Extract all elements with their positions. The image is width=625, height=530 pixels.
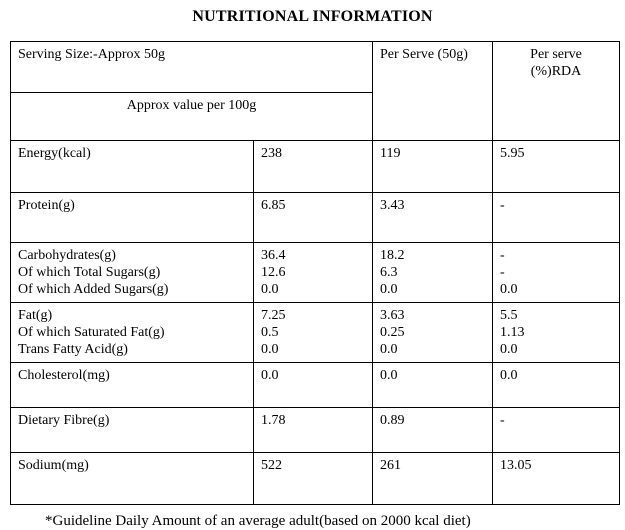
per-serve-value-cell: 3.63 0.25 0.0 [372,302,494,363]
per-100g-value-cell: 1.78 [252,407,374,453]
cell-line: - [500,248,505,263]
header-per-serve-rda-line1: Per serve [530,47,582,62]
per-100g-value-cell: 6.85 [252,192,374,243]
cell-line: Sodium(mg) [18,458,89,473]
nutrient-label-cell: Fat(g) Of which Saturated Fat(g) Trans Fat… [10,302,254,363]
cell-line: 261 [380,458,402,473]
nutrient-label-cell: Carbohydrates(g) Of which Total Sugars(g)… [10,242,254,303]
per-serve-value-cell: 18.2 6.3 0.0 [372,242,494,303]
per-100g-value-cell: 522 [252,452,374,505]
cell-line: 522 [261,458,282,473]
header-approx-value-per-100g: Approx value per 100g [9,92,374,141]
cell-line: - [500,265,505,280]
footnote: *Guideline Daily Amount of an average ad… [45,513,471,529]
cell-line: 119 [380,146,401,161]
header-per-serve-rda-line2: (%)RDA [530,64,582,79]
table-header: Serving Size:-Approx 50g Per Serve (50g)… [9,41,621,141]
cell-line: 1.78 [261,413,286,428]
cell-line: Of which Saturated Fat(g) [18,325,165,340]
header-serving-size: Serving Size:-Approx 50g [9,41,374,93]
cell-line: 0.0 [380,282,398,297]
nutrient-label-cell: Sodium(mg) [10,452,254,505]
cell-line: 5.5 [500,308,518,323]
rda-percent-value-cell: 0.0 [492,362,621,408]
cell-line: Dietary Fibre(g) [18,413,110,428]
rda-percent-value-cell: 13.05 [492,452,621,505]
nutrient-label-cell: Dietary Fibre(g) [10,407,254,453]
cell-line: 36.4 [261,248,286,263]
per-100g-value-cell: 7.25 0.5 0.0 [252,302,374,363]
cell-line: 0.0 [500,342,518,357]
table-body: Energy(kcal) 238 119 5.95 Protein(g) 6.85 3.43… [10,140,621,505]
cell-line: 0.0 [261,342,279,357]
cell-line: 0.0 [500,282,518,297]
cell-line: Energy(kcal) [18,146,91,161]
rda-percent-value-cell: 5.95 [492,140,621,193]
cell-line: 0.5 [261,325,279,340]
cell-line: 0.0 [261,282,279,297]
per-serve-value-cell: 119 [372,140,494,193]
nutrient-label-cell: Cholesterol(mg) [10,362,254,408]
cell-line: Of which Total Sugars(g) [18,265,161,280]
cell-line: Of which Added Sugars(g) [18,282,169,297]
per-serve-value-cell: 3.43 [372,192,494,243]
header-row-1: Serving Size:-Approx 50g Per Serve (50g)… [9,41,621,141]
table-row: Fat(g) Of which Saturated Fat(g) Trans Fat… [10,302,621,363]
table-row: Carbohydrates(g) Of which Total Sugars(g)… [10,242,621,303]
rda-percent-value-cell: - - 0.0 [492,242,621,303]
cell-line: 0.0 [500,368,518,383]
cell-line: 6.85 [261,198,286,213]
nutrition-table: Serving Size:-Approx 50g Per Serve (50g)… [9,41,621,505]
cell-line: - [500,413,505,428]
cell-line: Trans Fatty Acid(g) [18,342,128,357]
per-serve-value-cell: 0.0 [372,362,494,408]
cell-line: 3.43 [380,198,405,213]
cell-line: 0.89 [380,413,405,428]
cell-line: 1.13 [500,325,525,340]
rda-percent-value-cell: - [492,192,621,243]
per-100g-value-cell: 36.4 12.6 0.0 [252,242,374,303]
cell-line: 238 [261,146,282,161]
page-title: NUTRITIONAL INFORMATION [192,8,433,25]
cell-line: Carbohydrates(g) [18,248,116,263]
per-100g-value-cell: 0.0 [252,362,374,408]
rda-percent-value-cell: - [492,407,621,453]
cell-line: 18.2 [380,248,405,263]
header-row-2: Approx value per 100g [9,92,620,141]
cell-line: 3.63 [380,308,405,323]
cell-line: 6.3 [380,265,398,280]
per-serve-value-cell: 261 [372,452,494,505]
header-per-serve: Per Serve (50g) [372,41,494,141]
cell-line: 13.05 [500,458,532,473]
table-row: Energy(kcal) 238 119 5.95 [10,140,621,193]
cell-line: 12.6 [261,265,286,280]
table-row: Sodium(mg) 522 261 13.05 [10,452,621,505]
cell-line: 5.95 [500,146,525,161]
table-row: Dietary Fibre(g) 1.78 0.89 - [10,407,621,453]
per-100g-value-cell: 238 [252,140,374,193]
cell-line: Protein(g) [18,198,75,213]
cell-line: - [500,198,505,213]
rda-percent-value-cell: 5.5 1.13 0.0 [492,302,621,363]
cell-line: 7.25 [261,308,286,323]
header-per-serve-rda: Per serve (%)RDA [492,41,621,141]
cell-line: Cholesterol(mg) [18,368,110,383]
per-serve-value-cell: 0.89 [372,407,494,453]
nutrient-label-cell: Protein(g) [10,192,254,243]
table-row: Protein(g) 6.85 3.43 - [10,192,621,243]
cell-line: 0.0 [380,368,398,383]
cell-line: 0.0 [380,342,398,357]
nutrient-label-cell: Energy(kcal) [10,140,254,193]
cell-line: 0.0 [261,368,279,383]
table-row: Cholesterol(mg) 0.0 0.0 0.0 [10,362,621,408]
cell-line: Fat(g) [18,308,53,323]
cell-line: 0.25 [380,325,405,340]
